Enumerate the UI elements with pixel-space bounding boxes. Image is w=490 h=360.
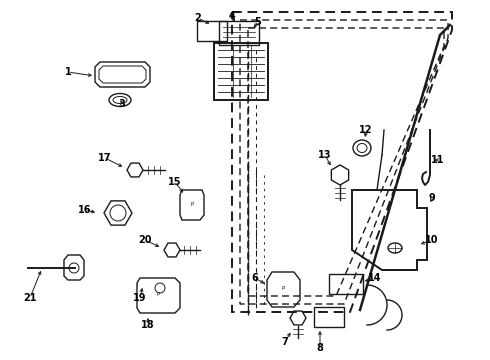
Text: 2: 2 [195, 13, 201, 23]
Text: 12: 12 [359, 125, 373, 135]
Text: 17: 17 [98, 153, 112, 163]
Text: 6: 6 [252, 273, 258, 283]
Text: 20: 20 [138, 235, 152, 245]
Text: 19: 19 [133, 293, 147, 303]
Text: 4: 4 [229, 11, 235, 21]
Text: 18: 18 [141, 320, 155, 330]
Text: 5: 5 [255, 17, 261, 27]
Text: 7: 7 [282, 337, 289, 347]
Text: 16: 16 [78, 205, 92, 215]
Text: 21: 21 [23, 293, 37, 303]
Text: P: P [281, 287, 285, 292]
Text: 10: 10 [425, 235, 439, 245]
Text: 8: 8 [317, 343, 323, 353]
Text: 14: 14 [368, 273, 382, 283]
Text: P: P [191, 202, 194, 207]
Text: 1: 1 [65, 67, 72, 77]
Text: 9: 9 [429, 193, 436, 203]
Text: 13: 13 [318, 150, 332, 160]
Text: P: P [156, 292, 160, 297]
Text: 11: 11 [431, 155, 445, 165]
Text: 15: 15 [168, 177, 182, 187]
Text: 3: 3 [119, 99, 125, 109]
